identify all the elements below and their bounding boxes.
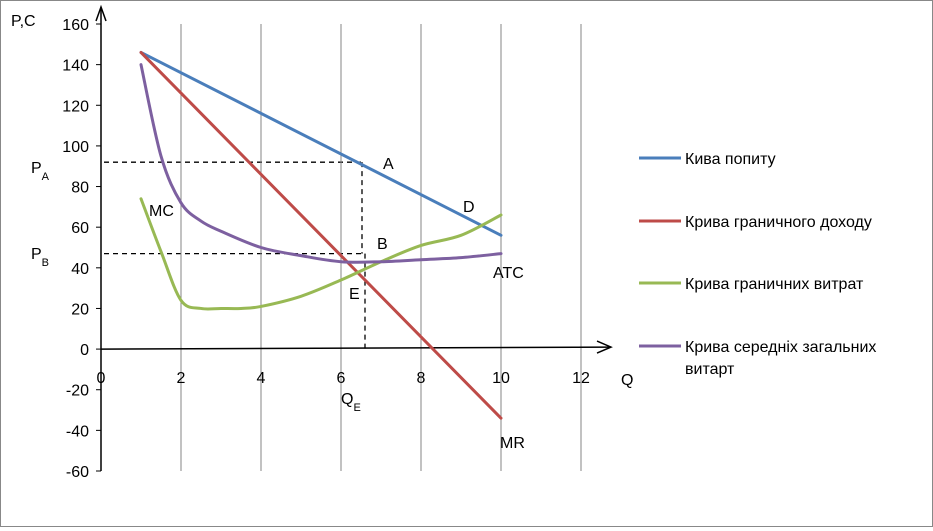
x-axis-label: Q	[621, 372, 633, 389]
series-group	[139, 50, 503, 420]
series-line-4	[139, 63, 503, 264]
legend-label-3: Крива граничних витрат	[685, 276, 864, 293]
y-tick-label: -40	[66, 423, 89, 440]
x-axis-line	[100, 346, 610, 350]
series-line-3	[139, 197, 503, 311]
point-b-label: B	[377, 236, 388, 253]
mr-label: MR	[500, 435, 525, 452]
guide-lines	[104, 161, 366, 350]
legend-label-4: Крива середніх загальних витарт	[685, 339, 876, 378]
y-tick-label: 80	[71, 180, 89, 197]
y-tick-label: 20	[71, 301, 89, 318]
x-tick-label: 12	[572, 370, 590, 387]
point-e-label: E	[349, 286, 360, 303]
point-d-label: D	[463, 199, 475, 216]
x-tick-label: 10	[492, 370, 510, 387]
y-tick-label: 60	[71, 220, 89, 237]
legend-label-1: Кива попиту	[685, 151, 776, 168]
x-tick-label: 4	[257, 370, 266, 387]
x-tick-label: 6	[337, 370, 346, 387]
legend: Кива попиту Крива граничного доходу Крива …	[639, 151, 876, 378]
pa-label: PA	[31, 160, 50, 183]
series-line-2	[139, 50, 503, 420]
axes: -60 -40 -20 0 20 40 60 80 100 120 140 160 0 2 4 6 8 10 12	[62, 4, 613, 481]
y-axis-label: P,C	[11, 13, 36, 30]
x-tick-label: 8	[417, 370, 426, 387]
mc-label: MC	[149, 203, 174, 220]
y-tick-label: 0	[80, 342, 89, 359]
y-tick-label: 40	[71, 261, 89, 278]
x-tick-label: 0	[97, 370, 106, 387]
qe-label: QE	[341, 391, 361, 414]
y-tick-label: -20	[66, 383, 89, 400]
y-tick-label: 100	[62, 139, 89, 156]
point-a-label: A	[383, 156, 394, 173]
y-axis-arrow	[95, 4, 107, 22]
x-axis-arrow	[596, 340, 613, 354]
y-tick-label: 120	[62, 98, 89, 115]
y-tick-label: -60	[66, 464, 89, 481]
atc-label: ATC	[493, 265, 524, 282]
y-tick-label: 140	[62, 58, 89, 75]
pb-label: PB	[31, 246, 49, 269]
series-line-1	[139, 50, 503, 237]
legend-label-2: Крива граничного доходу	[685, 214, 872, 231]
x-tick-label: 2	[177, 370, 186, 387]
y-tick-label: 160	[62, 17, 89, 34]
